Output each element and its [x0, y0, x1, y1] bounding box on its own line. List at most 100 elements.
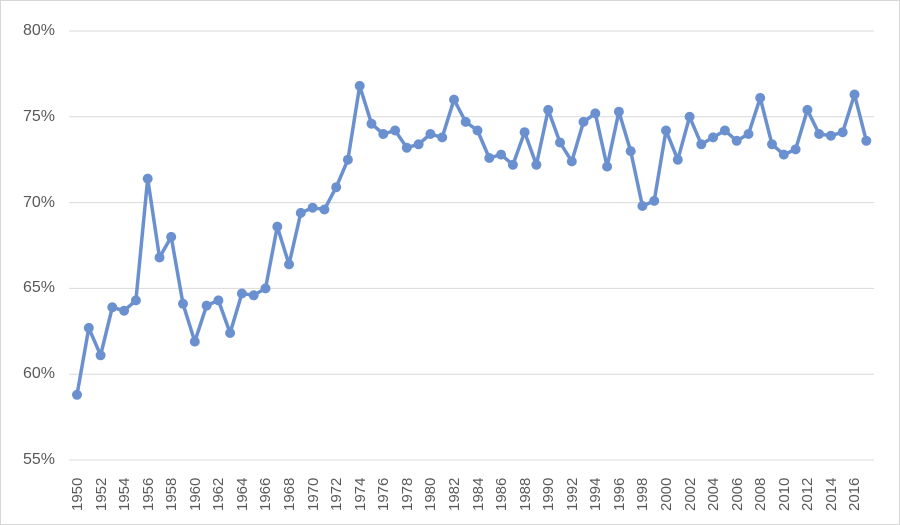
data-point	[178, 298, 188, 309]
data-point	[119, 305, 130, 316]
data-point	[661, 125, 671, 136]
data-point	[684, 111, 695, 122]
x-axis-tick-label: 2008	[752, 477, 770, 511]
x-axis-tick-label: 1978	[398, 477, 416, 511]
x-axis-tick-label: 1960	[186, 477, 204, 511]
data-point	[366, 118, 377, 129]
data-point	[83, 322, 94, 333]
data-point	[802, 104, 813, 115]
data-point	[566, 156, 577, 167]
data-point	[531, 159, 542, 170]
data-point	[543, 104, 554, 115]
data-point	[390, 125, 401, 136]
data-point	[189, 336, 200, 347]
data-point	[201, 300, 212, 311]
x-axis-tick-label: 2000	[658, 477, 675, 511]
x-axis-tick-label: 1980	[422, 477, 440, 511]
x-axis-tick-label: 2004	[705, 477, 723, 511]
data-point	[413, 139, 424, 150]
x-axis-tick-label: 1958	[163, 477, 181, 511]
data-point	[555, 137, 565, 148]
data-point	[578, 116, 589, 127]
data-point	[861, 135, 872, 146]
x-axis-tick-label: 1996	[610, 477, 628, 511]
data-point	[519, 127, 530, 138]
x-axis-tick-label: 1972	[328, 477, 346, 511]
x-axis-tick-label: 1962	[210, 477, 228, 511]
data-point	[437, 132, 448, 143]
x-axis-tick-label: 1950	[69, 477, 86, 511]
data-point	[814, 129, 825, 139]
data-point	[767, 139, 777, 150]
data-point	[708, 132, 719, 143]
x-axis-tick-label: 1992	[563, 477, 581, 511]
x-axis-tick-label: 1966	[257, 477, 275, 511]
data-point	[496, 149, 507, 160]
x-axis-tick-label: 1974	[351, 477, 369, 511]
x-axis-tick-label: 1952	[92, 477, 110, 511]
y-axis-tick-label: 60%	[22, 365, 55, 383]
y-axis-tick-label: 65%	[22, 279, 55, 297]
y-axis-tick-label: 55%	[22, 451, 55, 468]
data-point	[166, 231, 177, 242]
data-point	[272, 221, 283, 232]
x-axis-tick-label: 1982	[445, 477, 463, 511]
data-point	[295, 207, 306, 218]
x-axis-tick-label: 2016	[846, 477, 864, 511]
data-point	[154, 252, 165, 263]
y-axis-tick-label: 70%	[22, 193, 55, 211]
data-point	[460, 116, 471, 127]
data-point	[342, 154, 353, 165]
data-point	[307, 202, 318, 213]
data-point	[130, 295, 141, 306]
data-point	[142, 173, 153, 184]
data-point	[225, 328, 236, 338]
x-axis-tick-label: 1994	[587, 477, 605, 511]
data-point	[378, 129, 389, 139]
data-point	[849, 89, 860, 100]
data-point	[472, 125, 483, 136]
data-point	[625, 146, 636, 157]
data-point	[331, 182, 342, 193]
x-axis-tick-label: 2006	[728, 477, 746, 511]
x-axis-tick-label: 1954	[116, 477, 134, 511]
data-point	[260, 283, 271, 294]
data-point	[449, 94, 459, 105]
data-point	[672, 154, 683, 165]
data-point	[837, 127, 848, 138]
x-axis-tick-label: 1990	[540, 477, 558, 511]
data-point	[719, 125, 730, 136]
x-axis-tick-label: 2012	[799, 477, 817, 511]
data-point	[484, 153, 495, 163]
x-axis-tick-label: 1988	[516, 477, 534, 511]
data-point	[213, 295, 224, 306]
data-point	[778, 149, 789, 160]
data-point	[319, 204, 330, 215]
data-point	[731, 135, 742, 146]
data-point	[790, 144, 801, 155]
x-axis-tick-label: 1986	[493, 477, 511, 511]
x-axis-tick-label: 1976	[375, 477, 393, 511]
data-point	[425, 129, 436, 139]
data-point	[602, 161, 613, 172]
data-point	[107, 302, 118, 313]
data-point	[590, 108, 601, 119]
data-point	[743, 129, 754, 139]
data-point	[95, 350, 106, 361]
data-point	[755, 92, 766, 103]
data-point	[507, 159, 518, 170]
data-point	[248, 290, 259, 301]
data-point	[236, 288, 247, 299]
data-point	[354, 80, 365, 91]
data-point	[72, 389, 82, 400]
data-point	[825, 130, 836, 141]
x-axis-tick-label: 1998	[634, 477, 652, 511]
x-axis-tick-label: 1956	[139, 477, 157, 511]
data-point	[284, 259, 294, 270]
x-axis-tick-label: 1964	[233, 477, 251, 511]
x-axis-tick-label: 1970	[304, 477, 322, 511]
data-point	[696, 139, 707, 150]
y-axis-tick-label: 80%	[22, 22, 55, 39]
